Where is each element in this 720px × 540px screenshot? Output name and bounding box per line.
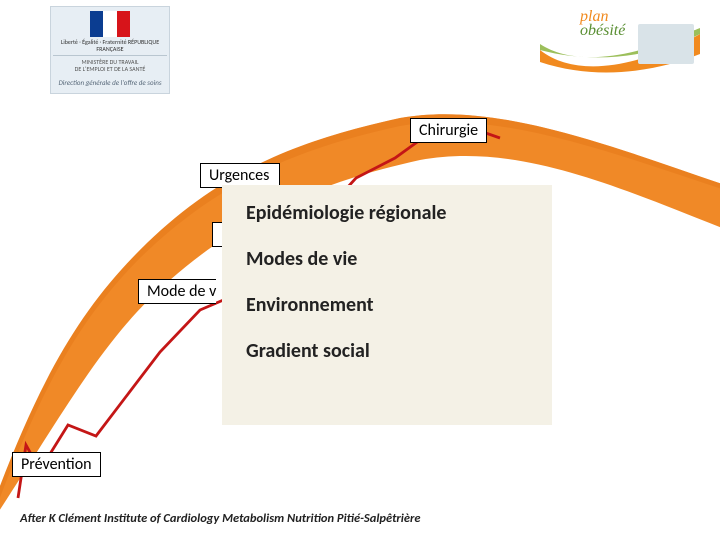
logo-photo-placeholder [638,24,694,64]
panel-item-modes-de-vie: Modes de vie [246,247,534,271]
box-prevention: Prévention [12,452,101,477]
logo-word-obesite: obésité [580,22,625,40]
panel-item-epidemiologie: Epidémiologie régionale [246,201,534,225]
panel-item-environnement: Environnement [246,293,534,317]
gov-logo: Liberté · Égalité · Fraternité RÉPUBLIQU… [50,6,170,94]
flag-icon [90,11,130,37]
box-chirurgie: Chirurgie [410,118,487,143]
gov-motto: Liberté · Égalité · Fraternité RÉPUBLIQU… [53,39,167,52]
box-mode-de-vie: Mode de v [138,279,216,304]
plan-obesite-logo: planobésité [540,4,700,74]
panel-item-gradient-social: Gradient social [246,339,534,363]
gov-subtitle: Direction générale de l'offre de soins [53,78,167,87]
overlay-panel: Epidémiologie régionale Modes de vie Env… [222,185,552,425]
attribution-text: After K Clément Institute of Cardiology … [20,511,421,526]
